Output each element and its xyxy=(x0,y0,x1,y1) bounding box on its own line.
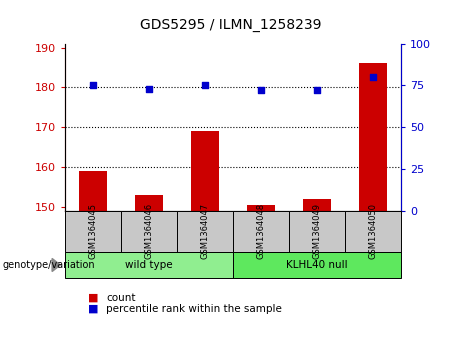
Point xyxy=(201,82,208,88)
Text: GSM1364047: GSM1364047 xyxy=(200,203,209,260)
Text: wild type: wild type xyxy=(125,260,172,270)
Bar xyxy=(191,131,219,363)
Bar xyxy=(359,64,387,363)
Bar xyxy=(247,205,275,363)
Point xyxy=(313,87,321,93)
Bar xyxy=(303,199,331,363)
Point xyxy=(257,87,265,93)
Text: KLHL40 null: KLHL40 null xyxy=(286,260,348,270)
Text: genotype/variation: genotype/variation xyxy=(2,260,95,270)
Text: ■: ■ xyxy=(88,303,98,314)
Text: ■: ■ xyxy=(88,293,98,303)
Text: GSM1364048: GSM1364048 xyxy=(256,203,266,260)
Bar xyxy=(135,195,163,363)
Text: GDS5295 / ILMN_1258239: GDS5295 / ILMN_1258239 xyxy=(140,18,321,32)
Text: count: count xyxy=(106,293,136,303)
Text: GSM1364045: GSM1364045 xyxy=(88,203,97,260)
Point xyxy=(89,82,96,88)
Text: GSM1364050: GSM1364050 xyxy=(368,203,378,260)
Point xyxy=(369,74,377,80)
Bar xyxy=(78,171,106,363)
Text: GSM1364046: GSM1364046 xyxy=(144,203,153,260)
Polygon shape xyxy=(52,258,60,272)
Text: GSM1364049: GSM1364049 xyxy=(313,203,321,260)
Text: percentile rank within the sample: percentile rank within the sample xyxy=(106,303,282,314)
Point xyxy=(145,86,152,91)
